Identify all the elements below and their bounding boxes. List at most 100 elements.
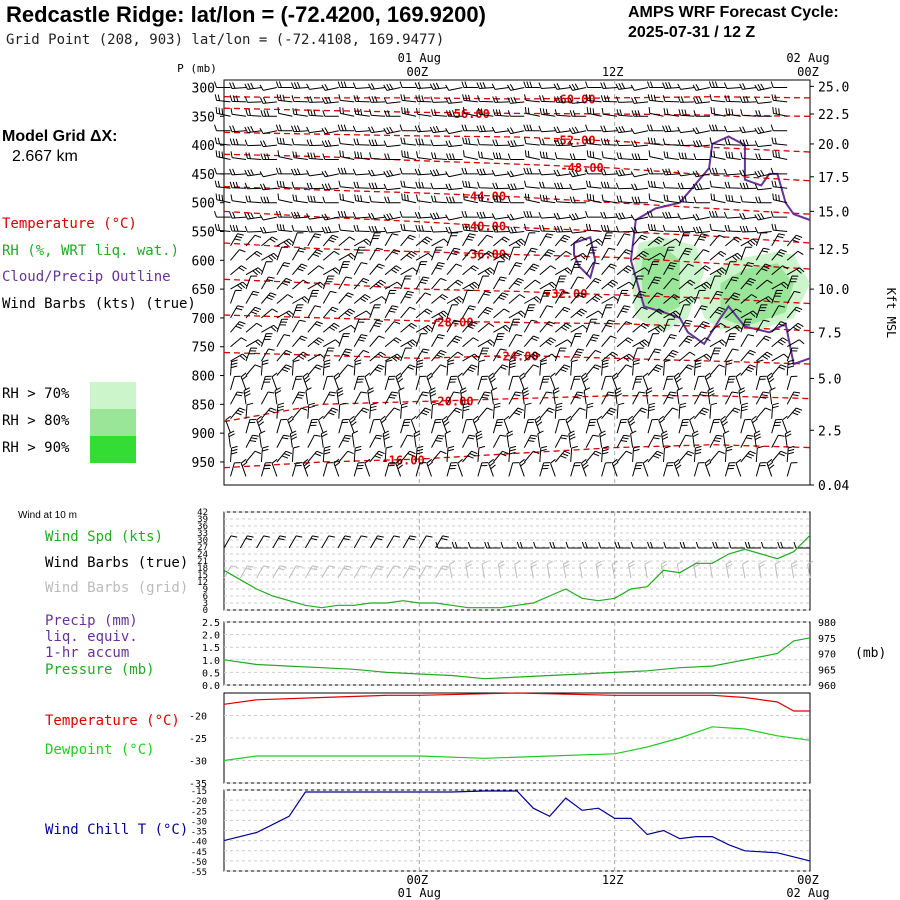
pressure-panel-frame [223, 621, 811, 686]
wind-barb [740, 418, 752, 434]
wind-barb [585, 434, 600, 448]
wind-barb [418, 565, 433, 579]
wind-barb [338, 450, 354, 463]
wind-barb [524, 107, 540, 117]
wind-chill-tick-label: -35 [191, 828, 207, 838]
wind-barb [658, 415, 666, 434]
wind-barb [353, 375, 365, 391]
wind-barb [755, 153, 772, 160]
wind-barb [771, 233, 786, 247]
wind-barb [368, 225, 386, 233]
wind-barb [353, 95, 370, 103]
wind-barb [307, 450, 323, 463]
wind-barb [506, 84, 525, 91]
wind-barb [214, 94, 231, 103]
wind-barb [276, 349, 292, 362]
wind-barb [630, 84, 649, 91]
wind-barb [569, 183, 587, 191]
wind-barb [492, 225, 509, 233]
wind-barb [708, 167, 726, 175]
wind-barb [492, 434, 507, 448]
wind-barb [322, 234, 339, 247]
wind-barb [214, 124, 231, 132]
wind-barb [627, 415, 636, 434]
wind-barb [533, 541, 550, 549]
wind-barb [724, 138, 741, 146]
wind-barb [429, 125, 448, 134]
wind-barb [369, 195, 386, 204]
wind-chill-tick-label: -45 [191, 848, 207, 858]
wind-barb [755, 319, 770, 333]
label-dewpoint: Dewpoint (°C) [45, 742, 155, 758]
pressure-tick-label: 970 [818, 650, 836, 661]
wind-barb [415, 462, 427, 477]
wind-barb [554, 225, 571, 233]
wind-barb [322, 275, 335, 290]
wind-barb [276, 318, 289, 333]
wind-barb [677, 139, 695, 147]
wind-barb [507, 226, 525, 234]
wind-barb [771, 137, 788, 146]
wind-barb [553, 83, 571, 90]
wind-barb [739, 225, 757, 233]
wind-barb [477, 445, 486, 463]
wind-barb [583, 387, 591, 405]
wind-barb [616, 281, 635, 290]
wind-barb [755, 359, 764, 376]
isotherm-label: -52.00 [552, 133, 595, 147]
wind-barb [384, 281, 403, 290]
wind-barb [554, 347, 567, 362]
wind-barb [492, 261, 505, 275]
wind-barb [585, 137, 602, 146]
wind-barb [735, 458, 742, 477]
wind-barb [493, 236, 510, 247]
wind-barb [492, 333, 505, 347]
wind-barb [692, 96, 710, 104]
wind-barb [554, 418, 566, 434]
wind-barb [398, 387, 405, 405]
wind-barb [614, 387, 622, 405]
wind-barb [384, 353, 403, 362]
wind-barb [401, 150, 417, 160]
wind-barb [307, 434, 321, 448]
wind-barb [322, 407, 339, 420]
wind-barb [223, 535, 238, 549]
wind-barb [694, 407, 710, 420]
pressure-tick-label: 850 [192, 398, 215, 413]
wind-barb [352, 168, 370, 176]
wind-barb [570, 252, 588, 261]
wind-barb [413, 430, 421, 448]
wind-barb [570, 359, 578, 376]
wind-barb [616, 265, 634, 276]
wind-barb [259, 127, 278, 135]
wind-barb [446, 196, 463, 204]
wind-barb [793, 541, 810, 549]
wind-barb [662, 125, 680, 133]
wind-barb [570, 276, 585, 290]
wind-barb [307, 353, 326, 362]
wind-barb [462, 321, 478, 333]
wind-barb [632, 445, 640, 463]
wind-barb [230, 391, 244, 405]
isotherm-line [223, 131, 811, 153]
wind-barb [786, 275, 799, 290]
wind-chill-tick-label: -20 [191, 797, 207, 807]
wind-barb [645, 387, 653, 405]
wind-barb [244, 212, 262, 220]
wind-barb [259, 97, 277, 104]
wind-barb [259, 214, 278, 221]
wind-barb [740, 195, 757, 204]
wind-barb [755, 407, 772, 420]
wind-barb [601, 462, 612, 477]
wind-barb [596, 415, 603, 434]
wind-barb [770, 81, 788, 88]
wind-barb [353, 318, 366, 333]
wind-barb [539, 321, 555, 333]
wind-barb [661, 430, 669, 448]
wind-barb [292, 108, 308, 117]
wind-barb [740, 109, 757, 117]
wind-barb [245, 306, 262, 319]
model-grid-value: 2.667 km [12, 148, 78, 165]
wind-barb [786, 462, 798, 477]
wind-barb [401, 107, 417, 117]
